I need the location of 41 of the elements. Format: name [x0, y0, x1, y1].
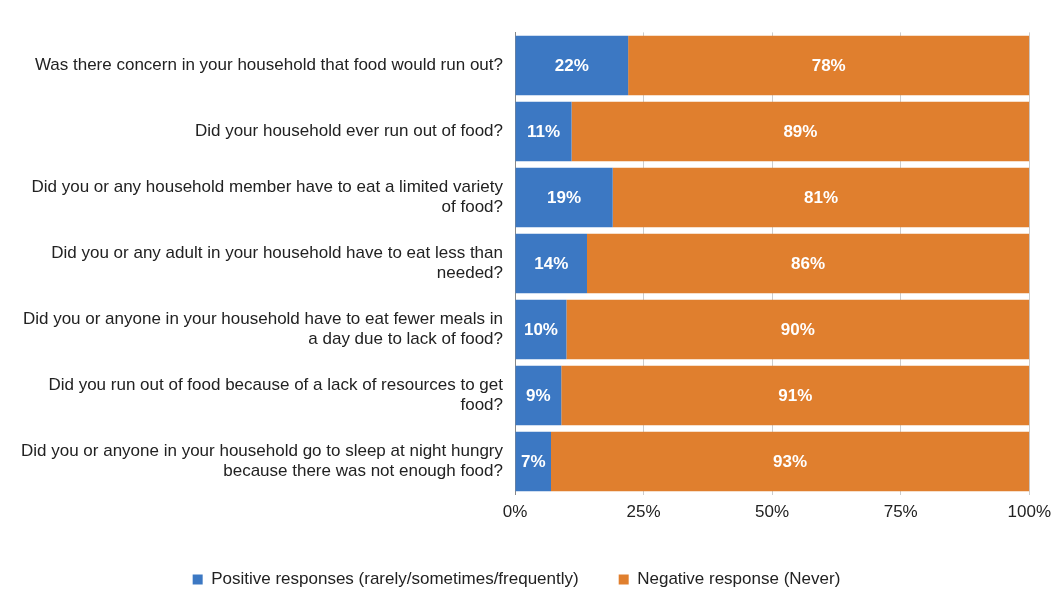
data-label: 14%	[534, 254, 569, 274]
data-label: 7%	[520, 452, 546, 472]
data-label: 86%	[791, 254, 826, 274]
y-tick-label: Did your household ever run out of food?	[194, 121, 503, 141]
bar	[628, 35, 1030, 96]
data-label: 81%	[803, 188, 838, 208]
data-label: 22%	[554, 56, 589, 76]
y-tick-label: Did you or any household member have to eat a limited variety of food?	[31, 176, 504, 217]
x-tick-label: 0%	[502, 502, 528, 522]
x-tick-label: 100%	[1007, 502, 1051, 522]
bar	[551, 431, 1030, 492]
bar	[612, 167, 1030, 228]
y-tick-label: Did you or any adult in your household have to eat less than needed?	[51, 242, 503, 283]
data-label: 91%	[778, 386, 813, 406]
data-label: 11%	[526, 122, 561, 142]
bar	[515, 35, 629, 96]
x-tick-label: 25%	[626, 502, 661, 522]
bar	[515, 101, 572, 162]
y-tick-label: Did you run out of food because of a lack of resources to get food?	[48, 375, 504, 415]
x-tick-label: 50%	[755, 502, 790, 522]
data-label: 89%	[783, 122, 818, 142]
y-tick-label: Did you or anyone in your household go to sleep at night hungry because there was not enough food?	[21, 441, 504, 481]
y-tick-label: Was there concern in your household that food would run out?	[34, 55, 503, 75]
x-tick-label: 75%	[883, 502, 918, 522]
data-label: 78%	[811, 56, 846, 76]
legend-label: Positive responses (rarely/sometimes/frequently)	[211, 569, 579, 589]
bar	[515, 365, 562, 426]
data-label: 10%	[523, 320, 558, 340]
data-label: 9%	[526, 386, 551, 406]
legend-label: Negative response (Never)	[637, 569, 841, 589]
bar	[571, 101, 1030, 162]
bar	[515, 233, 587, 294]
data-label: 19%	[547, 188, 582, 208]
bar	[587, 233, 1030, 294]
bar	[515, 167, 613, 228]
bar	[566, 299, 1030, 360]
y-tick-label: Did you or anyone in your household have to eat fewer meals in a day due to lack of food?	[22, 309, 503, 349]
bar	[515, 431, 551, 492]
bar	[561, 365, 1030, 426]
data-label: 93%	[773, 452, 808, 472]
data-label: 90%	[780, 320, 815, 340]
